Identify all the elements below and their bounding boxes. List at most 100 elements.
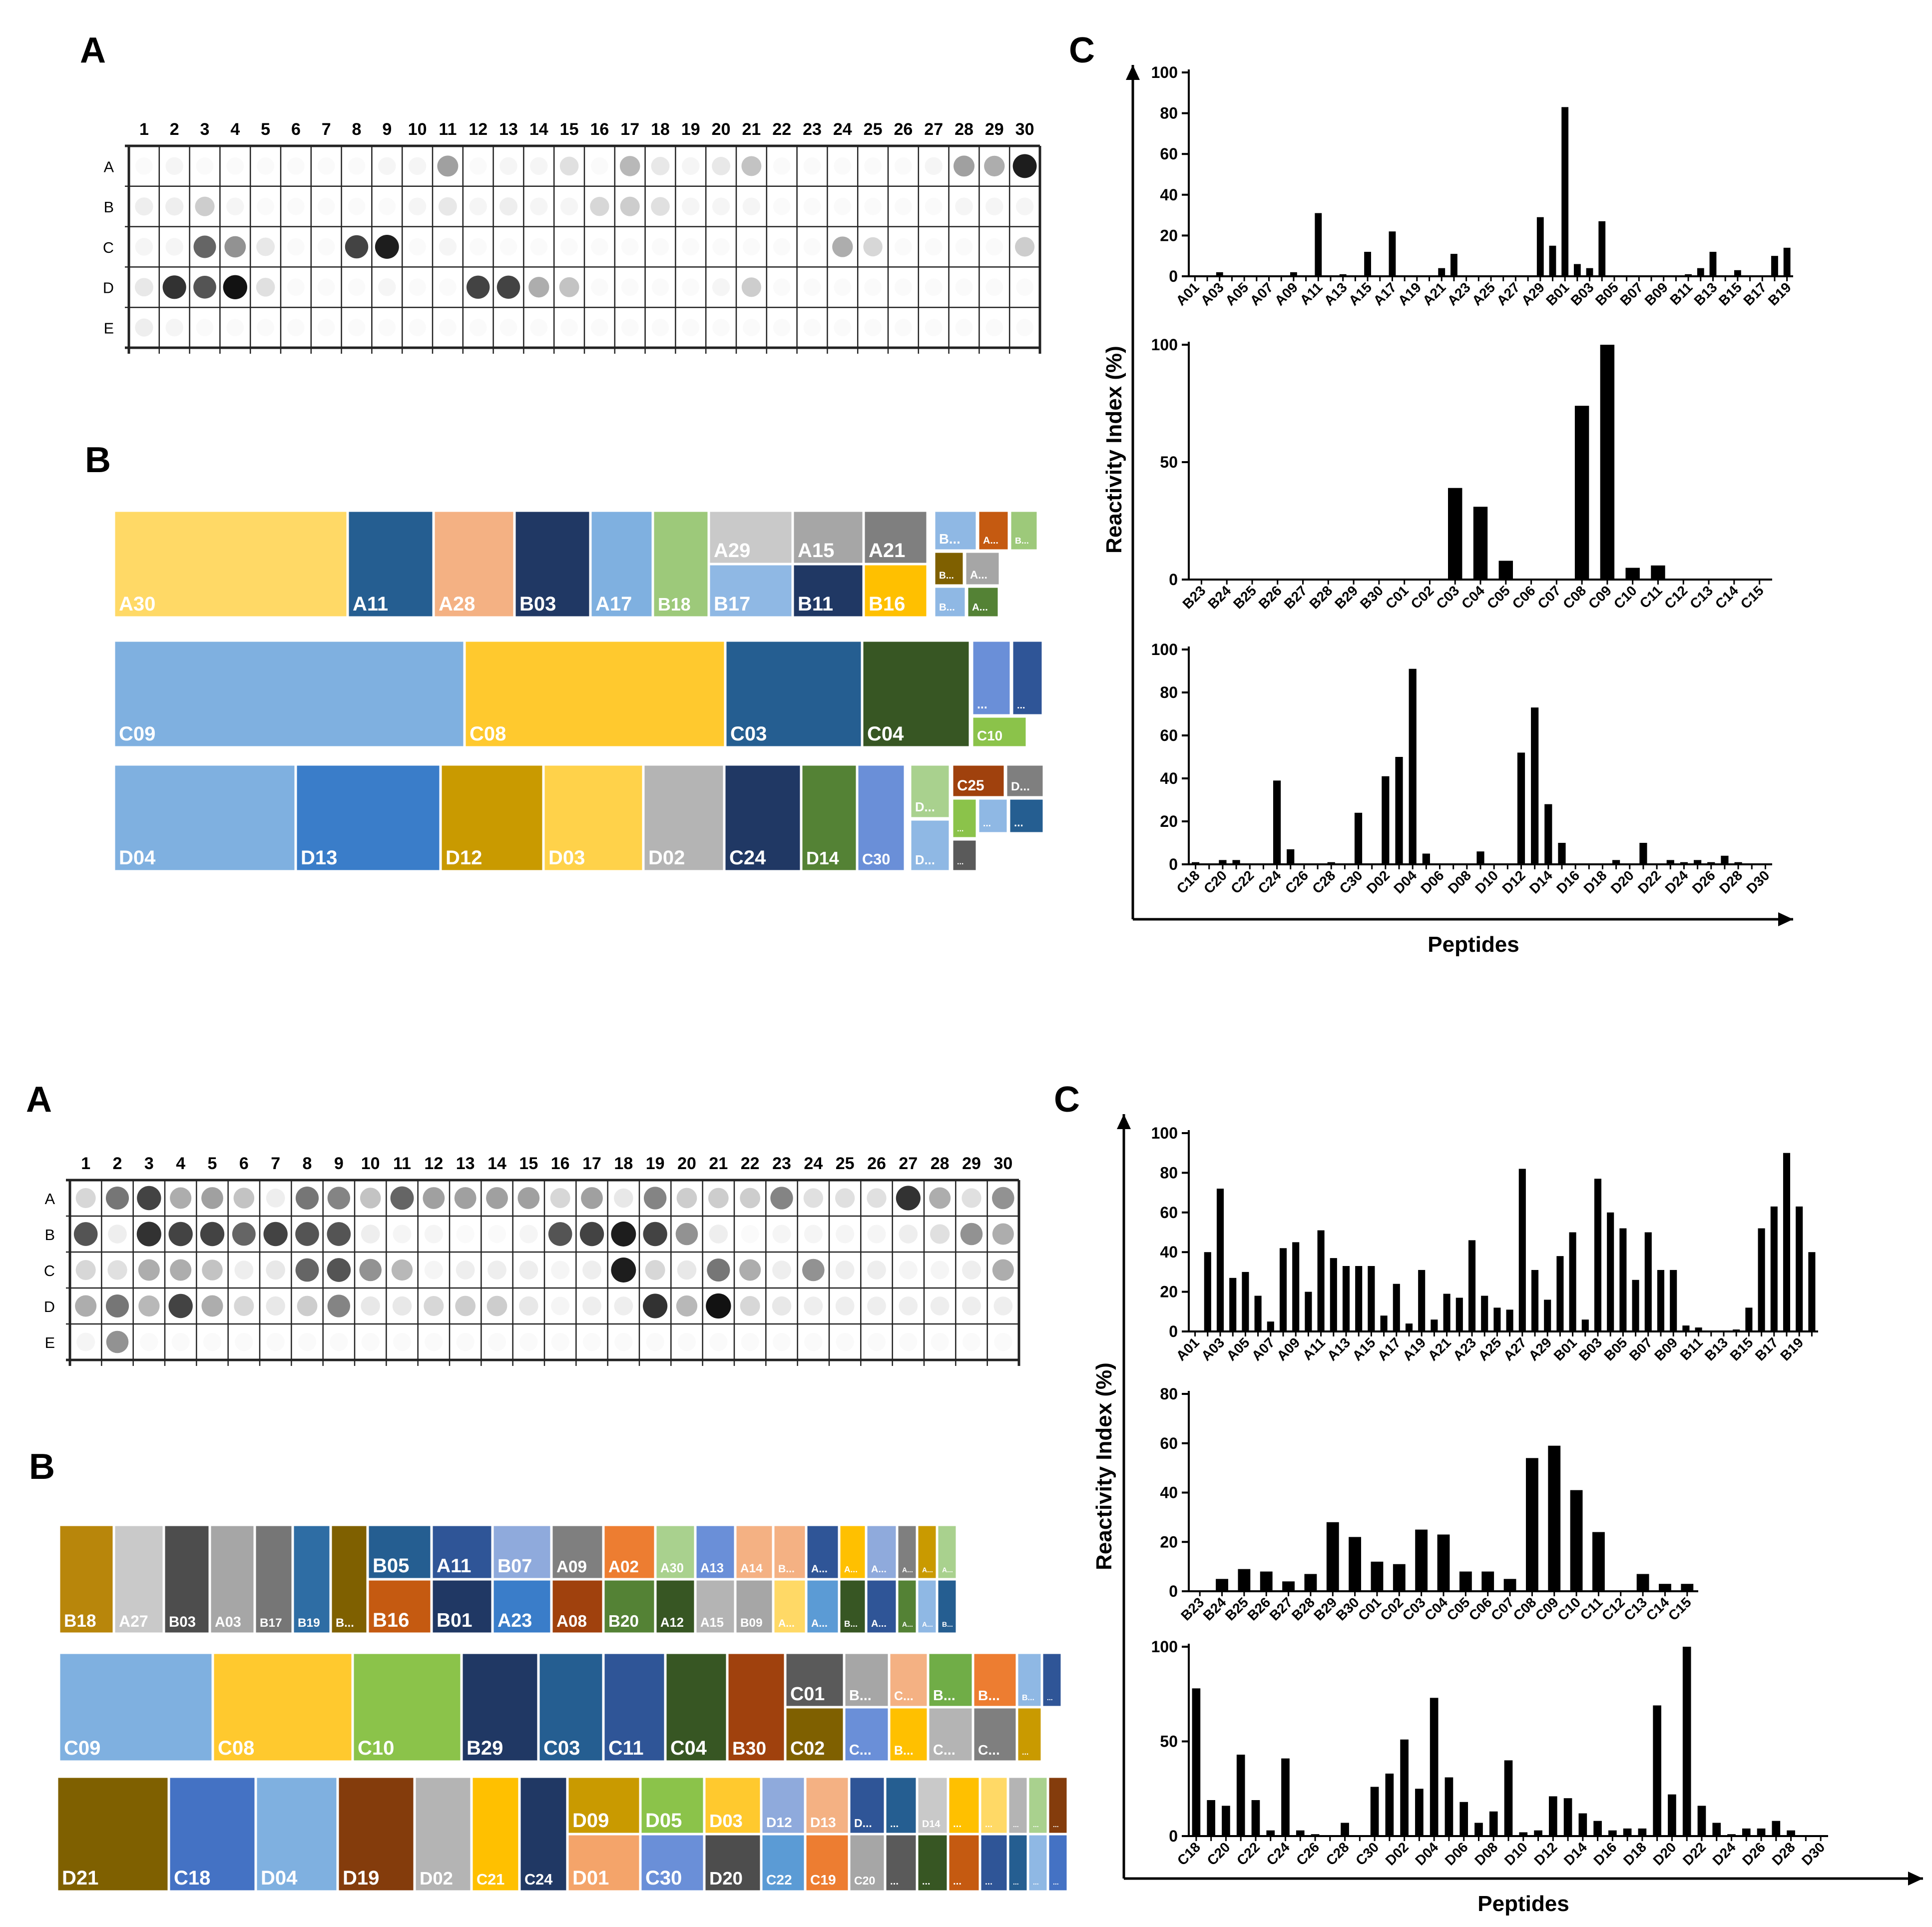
bottom-blot-dot xyxy=(456,1332,475,1351)
bottom-blot-dot xyxy=(899,1332,918,1351)
bottom-chart-xtick-label: C06 xyxy=(1466,1594,1495,1623)
bottom-treemap-tile xyxy=(329,1523,369,1635)
top-treemap-tile-label: C03 xyxy=(730,723,767,745)
top-blot-col-label: 13 xyxy=(499,120,518,139)
top-blot-dot xyxy=(560,238,578,256)
bottom-chart-bar xyxy=(1207,1800,1215,1836)
bottom-treemap-tile xyxy=(550,1578,605,1635)
bottom-treemap-tile xyxy=(366,1578,433,1635)
top-treemap-tile xyxy=(862,563,929,619)
bottom-blot-dot xyxy=(772,1225,791,1244)
top-blot-dot xyxy=(953,155,975,177)
bottom-treemap-tile-label: A... xyxy=(922,1620,933,1628)
bottom-chart-bar xyxy=(1368,1266,1375,1331)
bottom-treemap-tile xyxy=(639,1775,706,1836)
top-chart-bar xyxy=(1685,274,1692,276)
bottom-treemap-tile xyxy=(916,1833,950,1893)
bottom-chart-bar xyxy=(1459,1571,1472,1591)
top-blot-dot xyxy=(803,278,821,296)
bottom-blot-dot xyxy=(454,1187,477,1209)
bottom-treemap-tile xyxy=(208,1523,256,1635)
bottom-treemap-tile xyxy=(430,1578,494,1635)
bottom-chart-xtick-label: A17 xyxy=(1375,1334,1404,1363)
bottom-blot-dot xyxy=(579,1222,604,1247)
top-chart-bar xyxy=(1561,107,1569,277)
bottom-chart-xtick-label: B07 xyxy=(1626,1334,1655,1363)
top-blot-dot xyxy=(651,319,669,336)
top-chart-xtick-label: B03 xyxy=(1568,279,1597,308)
top-chart-xtick-label: A09 xyxy=(1272,279,1301,308)
top-blot-dot xyxy=(345,235,369,259)
bottom-chart-xtick-label: B09 xyxy=(1651,1334,1680,1363)
bottom-blot-dot xyxy=(611,1222,636,1247)
top-blot-dot xyxy=(682,238,700,256)
top-blot-col-label: 8 xyxy=(352,120,362,139)
top-chart-ytick-label: 0 xyxy=(1169,267,1178,285)
top-blot-dot xyxy=(439,238,457,256)
bottom-treemap-tile xyxy=(253,1523,294,1635)
top-chart-xtick-label: C20 xyxy=(1201,867,1230,896)
bottom-blot-dot xyxy=(741,1225,759,1244)
bottom-blot-col-label: 15 xyxy=(519,1154,538,1173)
top-blot-dot xyxy=(682,197,700,215)
top-chart-xtick-label: C14 xyxy=(1712,583,1742,612)
bottom-treemap-tile xyxy=(772,1578,808,1635)
bottom-blot-dot xyxy=(234,1261,254,1280)
top-treemap-tile-label: A30 xyxy=(119,593,155,615)
bottom-chart-bar xyxy=(1281,1758,1290,1836)
bottom-blot-dot xyxy=(994,1332,1012,1351)
bottom-chart-xtick-label: B17 xyxy=(1752,1334,1781,1363)
bottom-chart-bar xyxy=(1727,1834,1736,1836)
bottom-blot-dot xyxy=(645,1260,665,1281)
bottom-blot-dot xyxy=(486,1295,507,1316)
bottom-blot-dot xyxy=(804,1332,823,1351)
bottom-blot-dot xyxy=(677,1260,697,1280)
bottom-chart-xtick-label: D18 xyxy=(1620,1839,1649,1868)
bottom-treemap-tile xyxy=(460,1651,540,1763)
bottom-chart-xtick-label: A27 xyxy=(1500,1334,1529,1363)
bottom-treemap-tile xyxy=(884,1775,919,1836)
bottom-blot-dot xyxy=(73,1222,98,1246)
bottom-blot-dot xyxy=(867,1332,886,1351)
top-chart-xtick-label: C05 xyxy=(1484,583,1513,612)
bottom-chart-bar xyxy=(1238,1569,1251,1591)
top-blot-col-label: 9 xyxy=(382,120,392,139)
top-chart-bar xyxy=(1216,272,1223,276)
top-blot-dot xyxy=(773,157,791,175)
bottom-chart-bar xyxy=(1415,1529,1428,1591)
bottom-treemap-tile xyxy=(805,1578,841,1635)
bottom-chart-xtick-label: A01 xyxy=(1173,1334,1202,1363)
top-chart-xtick-label: C28 xyxy=(1309,867,1338,896)
bottom-chart-bar xyxy=(1493,1307,1501,1331)
bottom-blot-col-label: 20 xyxy=(677,1154,696,1173)
bottom-chart-bar xyxy=(1534,1830,1542,1836)
bottom-chart-xtick-label: C14 xyxy=(1643,1594,1672,1624)
bottom-treemap-tile-label: A... xyxy=(811,1563,828,1575)
top-panel-c-label: C xyxy=(1069,30,1095,70)
bottom-chart-xtick-label: A19 xyxy=(1400,1334,1429,1363)
bottom-blot-col-label: 27 xyxy=(899,1154,918,1173)
top-treemap-tile xyxy=(112,763,297,873)
top-chart-xtick-label: C30 xyxy=(1337,867,1366,896)
bottom-chart-xtick-label: C12 xyxy=(1599,1594,1628,1623)
top-blot-row-label: B xyxy=(104,199,114,216)
top-blot-dot xyxy=(135,157,153,175)
top-blot-dot xyxy=(832,236,853,257)
bottom-chart-xtick-label: B05 xyxy=(1601,1334,1630,1363)
bottom-treemap-tile xyxy=(566,1775,642,1836)
top-treemap-tile xyxy=(791,563,865,619)
bottom-chart-bar xyxy=(1349,1537,1362,1591)
top-treemap-tile-label: D13 xyxy=(301,847,337,869)
top-chart-bar xyxy=(1709,252,1717,276)
bottom-chart-bar xyxy=(1733,1329,1740,1331)
bottom-chart-xtick-label: D06 xyxy=(1442,1839,1471,1868)
top-chart-ytick-label: 100 xyxy=(1151,641,1178,658)
top-treemap-tile-label: D14 xyxy=(806,848,839,868)
bottom-chart-bar xyxy=(1282,1581,1295,1591)
top-blot-dot xyxy=(469,238,487,256)
top-treemap-tile-label: A28 xyxy=(439,593,475,615)
bottom-treemap-tile-label: C21 xyxy=(477,1871,504,1888)
bottom-blot-col-label: 30 xyxy=(993,1154,1012,1173)
top-treemap-tile xyxy=(112,639,466,749)
bottom-blot-row-label: D xyxy=(44,1298,55,1315)
